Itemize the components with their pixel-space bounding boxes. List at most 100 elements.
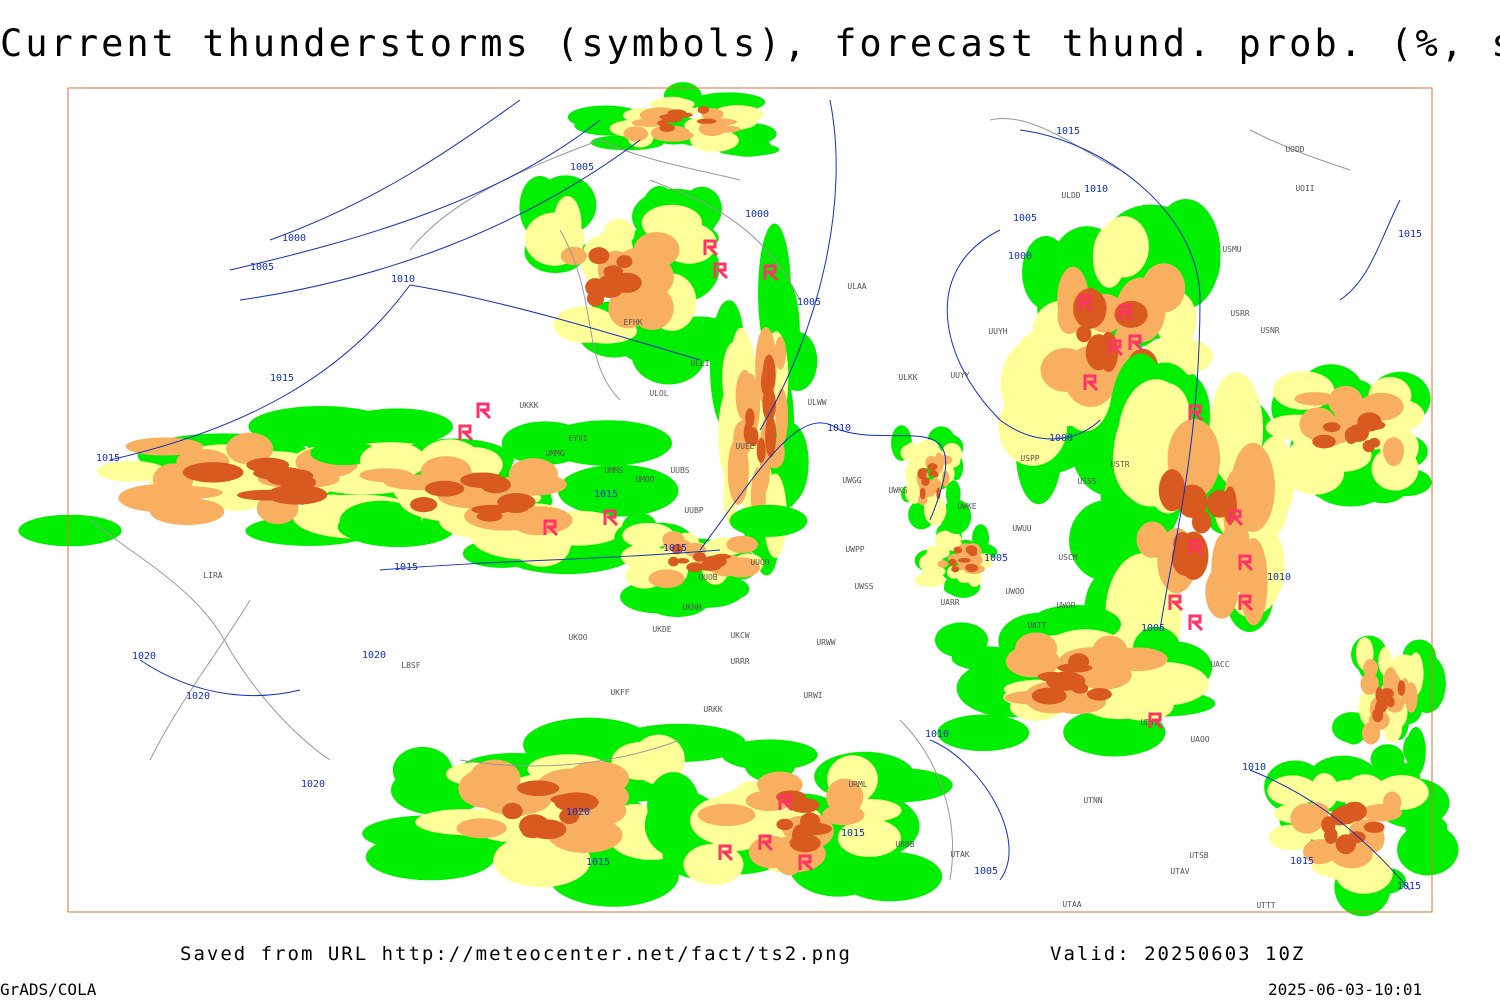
station-label: UWUU xyxy=(1012,524,1031,533)
isobar-label: 1010 xyxy=(1242,762,1266,773)
shade-cell xyxy=(1015,632,1058,665)
station-label: ULWW xyxy=(807,398,826,407)
shade-cell xyxy=(1068,653,1090,671)
isobar-label: 1005 xyxy=(1013,213,1037,224)
shade-cell xyxy=(1046,671,1086,691)
shade-cell xyxy=(934,622,989,658)
shade-cell xyxy=(1076,325,1092,343)
isobar-label: 1020 xyxy=(362,650,386,661)
shade-cell xyxy=(722,557,761,578)
shade-cell xyxy=(629,256,674,298)
isobar-label: 1020 xyxy=(566,807,590,818)
coastline xyxy=(89,118,1351,881)
station-label: UATT xyxy=(1027,621,1046,630)
shade-cell xyxy=(953,546,963,554)
shade-cell xyxy=(266,484,328,505)
station-label: USTR xyxy=(1110,460,1129,469)
shade-cell xyxy=(622,522,675,549)
shade-cell xyxy=(1267,775,1318,806)
station-label: ULLI xyxy=(690,359,709,368)
shade-cell xyxy=(932,471,939,478)
shade-cell xyxy=(919,553,944,573)
shade-cell xyxy=(1299,407,1337,441)
station-label: UWSS xyxy=(854,582,873,591)
storm-symbol xyxy=(603,509,619,527)
shade-cell xyxy=(529,819,567,840)
station-label: URRR xyxy=(730,657,749,666)
storm-symbol xyxy=(1128,334,1144,352)
shade-cell xyxy=(1116,661,1210,706)
shade-cell xyxy=(96,460,166,482)
shade-cell xyxy=(1286,451,1345,495)
storm-symbol xyxy=(703,239,719,257)
storm-symbol xyxy=(1238,594,1254,612)
shade-cell xyxy=(616,255,633,268)
station-label: UUBS xyxy=(670,466,689,475)
isobar-label: 1005 xyxy=(1141,623,1165,634)
shade-cell xyxy=(1397,680,1406,696)
shade-cell xyxy=(458,769,512,808)
isobar-label: 1000 xyxy=(1008,251,1032,262)
station-label: UUOO xyxy=(750,558,769,567)
station-label: ULOL xyxy=(649,389,668,398)
station-label: ULDD xyxy=(1061,191,1080,200)
shade-cell xyxy=(692,552,707,562)
shade-cell xyxy=(837,818,901,858)
station-label: UTSB xyxy=(1189,851,1208,860)
storm-symbol xyxy=(1188,539,1204,557)
shade-cell xyxy=(471,504,510,515)
shade-cell xyxy=(1386,696,1395,708)
storm-symbol xyxy=(1078,294,1094,312)
isobar-label: 1005 xyxy=(797,297,821,308)
station-label: UKCW xyxy=(730,631,749,640)
shade-cell xyxy=(631,323,706,385)
station-label: UUOB xyxy=(698,573,717,582)
shade-cell xyxy=(424,480,465,497)
station-label: URWW xyxy=(816,638,835,647)
storm-symbol xyxy=(763,264,779,282)
isobar-label: 1000 xyxy=(282,233,306,244)
isobar-label: 1010 xyxy=(1267,572,1291,583)
shade-cell xyxy=(1303,841,1344,858)
shade-cell xyxy=(648,569,685,589)
station-label: UWKS xyxy=(888,486,907,495)
station-label: URKK xyxy=(703,705,722,714)
shade-cell xyxy=(659,123,675,132)
source-url: Saved from URL http://meteocenter.net/fa… xyxy=(180,943,852,965)
shade-cell xyxy=(1231,442,1275,532)
storm-symbol xyxy=(458,424,474,442)
title: Current thunderstorms (symbols), forecas… xyxy=(0,22,1500,65)
shade-cell xyxy=(713,553,731,560)
isobar-label: 1015 xyxy=(1056,126,1080,137)
shade-cell xyxy=(516,780,560,796)
shade-cell xyxy=(508,458,558,491)
storm-symbol xyxy=(1083,374,1099,392)
isobar-label: 1020 xyxy=(301,779,325,790)
shade-cell xyxy=(951,565,960,573)
station-label: USPP xyxy=(1020,454,1039,463)
shade-cell xyxy=(586,290,605,307)
shade-cell xyxy=(776,818,794,831)
shade-cell xyxy=(657,120,669,126)
shade-cell xyxy=(1171,539,1198,576)
shade-cell xyxy=(557,464,679,517)
station-label: USMU xyxy=(1222,245,1241,254)
station-label: UKOO xyxy=(568,633,587,642)
shade-cell xyxy=(502,802,523,820)
shade-cell xyxy=(359,468,414,483)
station-label: ULAA xyxy=(847,282,866,291)
shade-cell xyxy=(1224,518,1250,567)
shade-cell xyxy=(669,112,693,118)
shade-cell xyxy=(946,483,960,501)
isobar-label: 1010 xyxy=(925,729,949,740)
shade-cell xyxy=(1377,694,1388,713)
shade-cell xyxy=(237,489,296,501)
storm-symbol xyxy=(543,519,559,537)
shade-cell xyxy=(392,746,453,794)
shade-cell xyxy=(1403,733,1426,765)
shade-cell xyxy=(937,560,949,568)
storm-symbol xyxy=(1188,404,1204,422)
coastlines xyxy=(89,118,1351,881)
